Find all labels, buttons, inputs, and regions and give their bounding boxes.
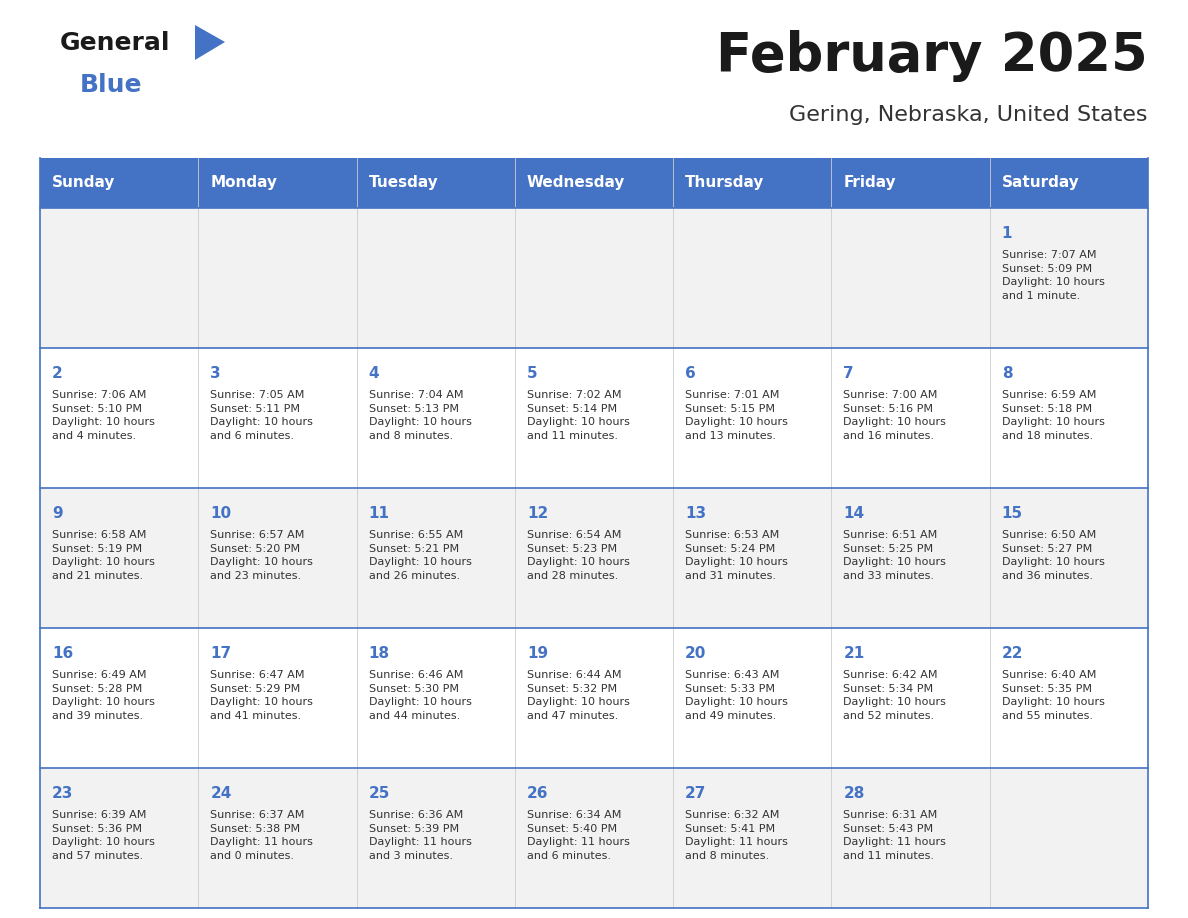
Bar (40, 158, 1148, 208)
Text: 23: 23 (52, 786, 74, 801)
Text: General: General (61, 31, 171, 55)
Text: Sunrise: 6:46 AM
Sunset: 5:30 PM
Daylight: 10 hours
and 44 minutes.: Sunrise: 6:46 AM Sunset: 5:30 PM Dayligh… (368, 670, 472, 721)
Text: February 2025: February 2025 (716, 30, 1148, 82)
Text: Sunrise: 6:58 AM
Sunset: 5:19 PM
Daylight: 10 hours
and 21 minutes.: Sunrise: 6:58 AM Sunset: 5:19 PM Dayligh… (52, 530, 154, 581)
Text: 11: 11 (368, 506, 390, 521)
Text: Wednesday: Wednesday (526, 175, 625, 191)
Text: 22: 22 (1001, 646, 1023, 661)
Text: 24: 24 (210, 786, 232, 801)
Text: Sunrise: 6:31 AM
Sunset: 5:43 PM
Daylight: 11 hours
and 11 minutes.: Sunrise: 6:31 AM Sunset: 5:43 PM Dayligh… (843, 810, 947, 861)
Text: 9: 9 (52, 506, 63, 521)
Text: Monday: Monday (210, 175, 277, 191)
Bar (40, 628, 1148, 768)
Text: Sunrise: 7:07 AM
Sunset: 5:09 PM
Daylight: 10 hours
and 1 minute.: Sunrise: 7:07 AM Sunset: 5:09 PM Dayligh… (1001, 250, 1105, 301)
Text: Sunrise: 7:04 AM
Sunset: 5:13 PM
Daylight: 10 hours
and 8 minutes.: Sunrise: 7:04 AM Sunset: 5:13 PM Dayligh… (368, 390, 472, 441)
Text: 26: 26 (526, 786, 549, 801)
Text: Sunrise: 6:32 AM
Sunset: 5:41 PM
Daylight: 11 hours
and 8 minutes.: Sunrise: 6:32 AM Sunset: 5:41 PM Dayligh… (685, 810, 788, 861)
Text: 12: 12 (526, 506, 548, 521)
Text: 20: 20 (685, 646, 707, 661)
Text: Blue: Blue (80, 73, 143, 97)
Text: Sunrise: 6:59 AM
Sunset: 5:18 PM
Daylight: 10 hours
and 18 minutes.: Sunrise: 6:59 AM Sunset: 5:18 PM Dayligh… (1001, 390, 1105, 441)
Text: Thursday: Thursday (685, 175, 765, 191)
Text: 5: 5 (526, 366, 537, 381)
Text: 7: 7 (843, 366, 854, 381)
Text: Sunrise: 6:50 AM
Sunset: 5:27 PM
Daylight: 10 hours
and 36 minutes.: Sunrise: 6:50 AM Sunset: 5:27 PM Dayligh… (1001, 530, 1105, 581)
Text: 14: 14 (843, 506, 865, 521)
Text: 1: 1 (1001, 226, 1012, 241)
Text: Sunrise: 7:05 AM
Sunset: 5:11 PM
Daylight: 10 hours
and 6 minutes.: Sunrise: 7:05 AM Sunset: 5:11 PM Dayligh… (210, 390, 314, 441)
Text: Sunrise: 6:43 AM
Sunset: 5:33 PM
Daylight: 10 hours
and 49 minutes.: Sunrise: 6:43 AM Sunset: 5:33 PM Dayligh… (685, 670, 788, 721)
Text: Sunrise: 6:57 AM
Sunset: 5:20 PM
Daylight: 10 hours
and 23 minutes.: Sunrise: 6:57 AM Sunset: 5:20 PM Dayligh… (210, 530, 314, 581)
Text: 2: 2 (52, 366, 63, 381)
Text: Sunrise: 6:55 AM
Sunset: 5:21 PM
Daylight: 10 hours
and 26 minutes.: Sunrise: 6:55 AM Sunset: 5:21 PM Dayligh… (368, 530, 472, 581)
Text: Sunrise: 6:53 AM
Sunset: 5:24 PM
Daylight: 10 hours
and 31 minutes.: Sunrise: 6:53 AM Sunset: 5:24 PM Dayligh… (685, 530, 788, 581)
Text: 10: 10 (210, 506, 232, 521)
Bar (40, 348, 1148, 488)
Text: Sunrise: 6:47 AM
Sunset: 5:29 PM
Daylight: 10 hours
and 41 minutes.: Sunrise: 6:47 AM Sunset: 5:29 PM Dayligh… (210, 670, 314, 721)
Text: Sunrise: 6:49 AM
Sunset: 5:28 PM
Daylight: 10 hours
and 39 minutes.: Sunrise: 6:49 AM Sunset: 5:28 PM Dayligh… (52, 670, 154, 721)
Text: Tuesday: Tuesday (368, 175, 438, 191)
Text: 28: 28 (843, 786, 865, 801)
Bar (40, 488, 1148, 628)
Text: Sunday: Sunday (52, 175, 115, 191)
Polygon shape (195, 25, 225, 60)
Text: Sunrise: 6:54 AM
Sunset: 5:23 PM
Daylight: 10 hours
and 28 minutes.: Sunrise: 6:54 AM Sunset: 5:23 PM Dayligh… (526, 530, 630, 581)
Bar (40, 208, 1148, 348)
Text: 16: 16 (52, 646, 74, 661)
Text: 19: 19 (526, 646, 548, 661)
Text: Sunrise: 6:39 AM
Sunset: 5:36 PM
Daylight: 10 hours
and 57 minutes.: Sunrise: 6:39 AM Sunset: 5:36 PM Dayligh… (52, 810, 154, 861)
Text: 21: 21 (843, 646, 865, 661)
Text: Sunrise: 7:02 AM
Sunset: 5:14 PM
Daylight: 10 hours
and 11 minutes.: Sunrise: 7:02 AM Sunset: 5:14 PM Dayligh… (526, 390, 630, 441)
Text: Sunrise: 7:01 AM
Sunset: 5:15 PM
Daylight: 10 hours
and 13 minutes.: Sunrise: 7:01 AM Sunset: 5:15 PM Dayligh… (685, 390, 788, 441)
Text: Sunrise: 7:06 AM
Sunset: 5:10 PM
Daylight: 10 hours
and 4 minutes.: Sunrise: 7:06 AM Sunset: 5:10 PM Dayligh… (52, 390, 154, 441)
Text: Sunrise: 6:40 AM
Sunset: 5:35 PM
Daylight: 10 hours
and 55 minutes.: Sunrise: 6:40 AM Sunset: 5:35 PM Dayligh… (1001, 670, 1105, 721)
Text: 15: 15 (1001, 506, 1023, 521)
Text: Sunrise: 6:37 AM
Sunset: 5:38 PM
Daylight: 11 hours
and 0 minutes.: Sunrise: 6:37 AM Sunset: 5:38 PM Dayligh… (210, 810, 314, 861)
Text: Saturday: Saturday (1001, 175, 1080, 191)
Text: 13: 13 (685, 506, 707, 521)
Text: Sunrise: 6:42 AM
Sunset: 5:34 PM
Daylight: 10 hours
and 52 minutes.: Sunrise: 6:42 AM Sunset: 5:34 PM Dayligh… (843, 670, 947, 721)
Text: Gering, Nebraska, United States: Gering, Nebraska, United States (790, 105, 1148, 125)
Text: 6: 6 (685, 366, 696, 381)
Text: 8: 8 (1001, 366, 1012, 381)
Text: 4: 4 (368, 366, 379, 381)
Text: Sunrise: 6:51 AM
Sunset: 5:25 PM
Daylight: 10 hours
and 33 minutes.: Sunrise: 6:51 AM Sunset: 5:25 PM Dayligh… (843, 530, 947, 581)
Text: Sunrise: 7:00 AM
Sunset: 5:16 PM
Daylight: 10 hours
and 16 minutes.: Sunrise: 7:00 AM Sunset: 5:16 PM Dayligh… (843, 390, 947, 441)
Text: Sunrise: 6:36 AM
Sunset: 5:39 PM
Daylight: 11 hours
and 3 minutes.: Sunrise: 6:36 AM Sunset: 5:39 PM Dayligh… (368, 810, 472, 861)
Text: Friday: Friday (843, 175, 896, 191)
Text: 3: 3 (210, 366, 221, 381)
Text: 27: 27 (685, 786, 707, 801)
Text: Sunrise: 6:34 AM
Sunset: 5:40 PM
Daylight: 11 hours
and 6 minutes.: Sunrise: 6:34 AM Sunset: 5:40 PM Dayligh… (526, 810, 630, 861)
Text: Sunrise: 6:44 AM
Sunset: 5:32 PM
Daylight: 10 hours
and 47 minutes.: Sunrise: 6:44 AM Sunset: 5:32 PM Dayligh… (526, 670, 630, 721)
Text: 17: 17 (210, 646, 232, 661)
Text: 25: 25 (368, 786, 390, 801)
Text: 18: 18 (368, 646, 390, 661)
Bar (40, 768, 1148, 908)
